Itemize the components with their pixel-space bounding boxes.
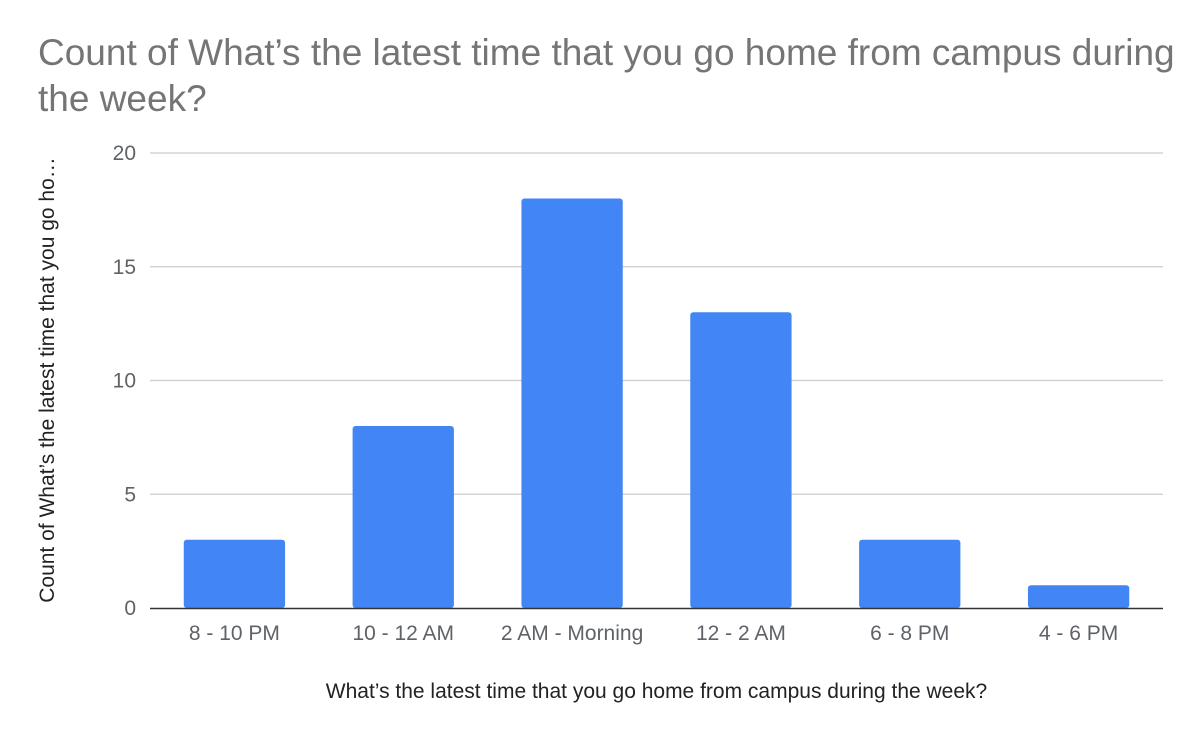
bars <box>183 198 1130 608</box>
bar <box>859 539 961 608</box>
y-tick-label: 15 <box>113 256 136 279</box>
x-tick-label: 2 AM - Morning <box>501 622 643 645</box>
x-tick-label: 8 - 10 PM <box>189 622 280 645</box>
bar <box>352 426 454 608</box>
y-tick-label: 10 <box>113 370 136 393</box>
chart-title: Count of What’s the latest time that you… <box>38 32 1175 119</box>
bar <box>690 312 792 608</box>
y-axis-title: Count of What’s the latest time that you… <box>36 157 59 603</box>
x-tick-label: 4 - 6 PM <box>1039 622 1118 645</box>
bar <box>521 198 623 608</box>
x-tick-label: 10 - 12 AM <box>352 622 454 645</box>
y-tick-label: 20 <box>113 142 136 165</box>
x-tick-label: 6 - 8 PM <box>870 622 949 645</box>
gridlines <box>150 152 1163 495</box>
y-tick-labels: 0 5 10 15 20 <box>113 142 136 620</box>
y-tick-label: 5 <box>124 483 136 506</box>
x-tick-label: 12 - 2 AM <box>696 622 786 645</box>
x-axis-title: What’s the latest time that you go home … <box>326 680 987 703</box>
bar <box>1027 585 1130 608</box>
y-tick-label: 0 <box>124 597 136 620</box>
bar <box>183 539 286 608</box>
x-tick-labels: 8 - 10 PM 10 - 12 AM 2 AM - Morning 12 - 2 … <box>189 622 1118 645</box>
